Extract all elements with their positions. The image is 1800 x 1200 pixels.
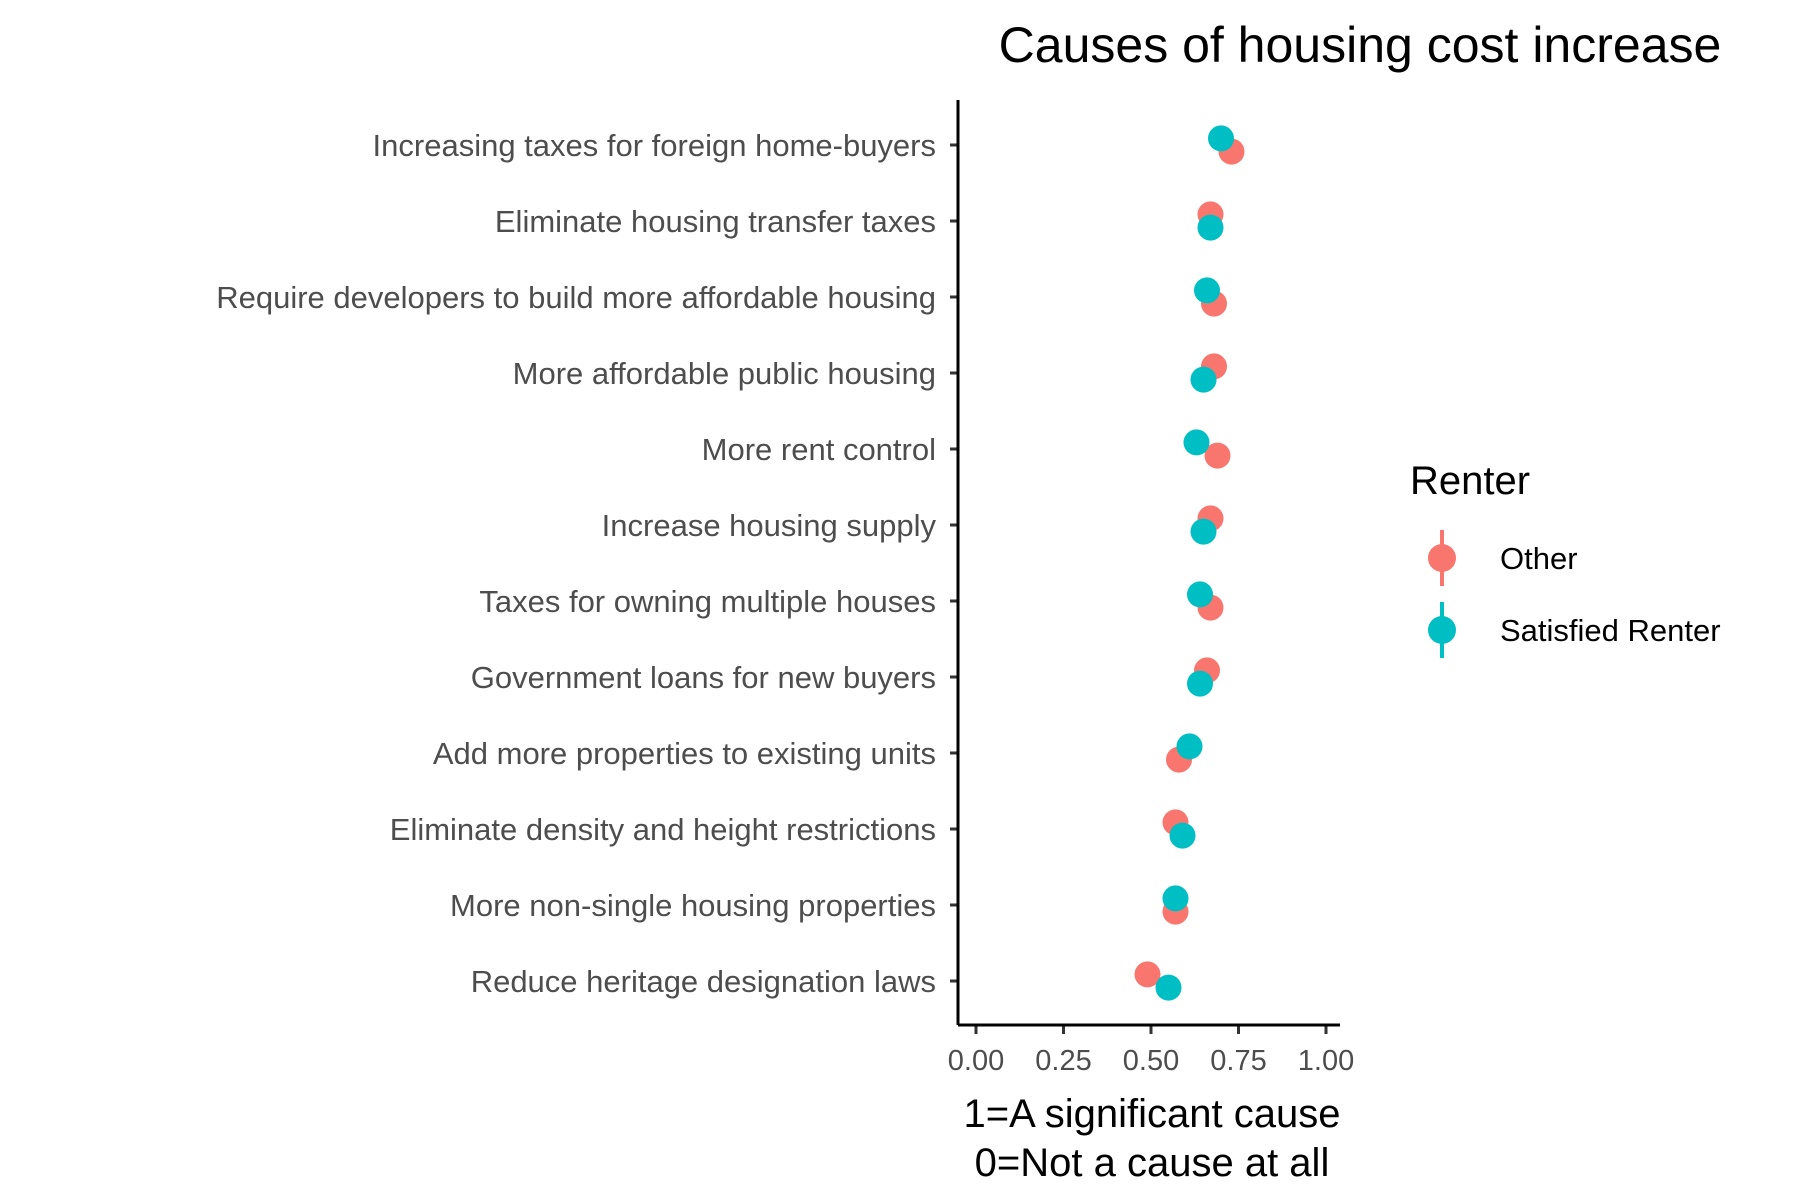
category-label: Increasing taxes for foreign home-buyers — [373, 128, 936, 163]
legend-key-point — [1428, 544, 1456, 572]
legend-label: Satisfied Renter — [1500, 613, 1721, 648]
legend: Renter Other Satisfied Renter — [1410, 459, 1721, 658]
legend-label: Other — [1500, 541, 1578, 576]
point-satisfied-renter — [1162, 885, 1189, 912]
x-axis-label-line2: 0=Not a cause at all — [975, 1141, 1330, 1185]
category-label: Increase housing supply — [602, 508, 937, 543]
category-label: More non-single housing properties — [450, 888, 936, 923]
legend-key-point — [1428, 616, 1456, 644]
category-label: Government loans for new buyers — [471, 660, 936, 695]
category-label: Add more properties to existing units — [433, 736, 936, 771]
point-satisfied-renter — [1183, 429, 1210, 456]
legend-title: Renter — [1410, 459, 1530, 503]
x-tick-label: 0.25 — [1035, 1045, 1091, 1077]
plot-area: Increasing taxes for foreign home-buyers… — [216, 125, 1354, 1077]
x-tick-label: 0.75 — [1210, 1045, 1266, 1077]
legend-item: Other — [1428, 530, 1578, 586]
x-tick-label: 1.00 — [1298, 1045, 1354, 1077]
x-tick-label: 0.00 — [948, 1045, 1004, 1077]
point-other — [1134, 961, 1161, 988]
point-satisfied-renter — [1187, 670, 1213, 697]
point-satisfied-renter — [1176, 733, 1203, 760]
legend-item: Satisfied Renter — [1428, 602, 1721, 658]
category-label: Reduce heritage designation laws — [471, 964, 936, 999]
x-axis-label-line1: 1=A significant cause — [964, 1092, 1341, 1136]
point-satisfied-renter — [1197, 214, 1224, 241]
category-label: Eliminate density and height restriction… — [390, 812, 936, 847]
category-label: More rent control — [702, 432, 936, 467]
point-satisfied-renter — [1187, 581, 1213, 608]
category-label: Eliminate housing transfer taxes — [495, 204, 936, 239]
point-satisfied-renter — [1194, 277, 1220, 304]
x-tick-label: 0.50 — [1123, 1045, 1179, 1077]
category-label: Require developers to build more afforda… — [216, 280, 936, 315]
point-satisfied-renter — [1190, 366, 1217, 393]
chart-title: Causes of housing cost increase — [999, 17, 1722, 73]
point-satisfied-renter — [1169, 822, 1196, 849]
category-label: Taxes for owning multiple houses — [479, 584, 936, 619]
point-satisfied-renter — [1190, 518, 1217, 545]
category-label: More affordable public housing — [513, 356, 936, 391]
point-satisfied-renter — [1208, 125, 1234, 152]
point-other — [1204, 442, 1231, 469]
point-satisfied-renter — [1155, 974, 1182, 1001]
